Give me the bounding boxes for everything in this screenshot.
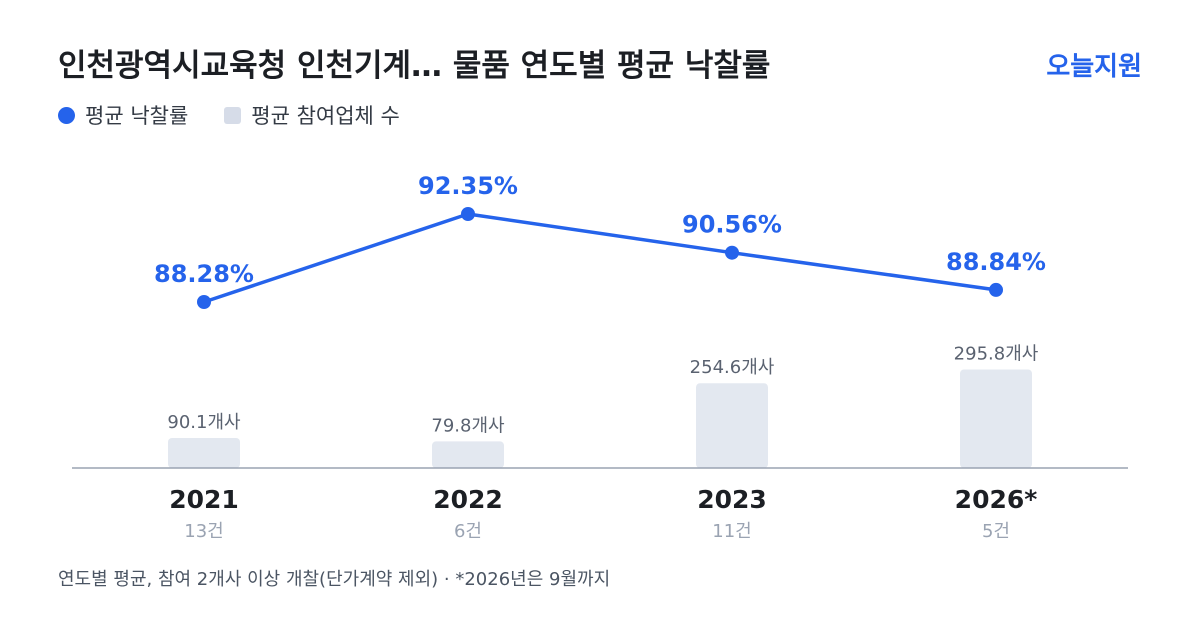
legend-label-rate: 평균 낙찰률	[85, 104, 189, 128]
x-sublabel-2023: 11건	[712, 521, 751, 542]
x-tick-label-2021: 2021	[169, 485, 239, 514]
rate-label-2026*: 88.84%	[946, 248, 1046, 276]
legend-label-participants: 평균 참여업체 수	[251, 104, 400, 128]
x-sublabel-2021: 13건	[184, 521, 223, 542]
bar-label-2026*: 295.8개사	[954, 343, 1039, 364]
rate-label-2023: 90.56%	[682, 211, 782, 239]
chart-title: 인천광역시교육청 인천기계… 물품 연도별 평균 낙찰률	[58, 48, 771, 84]
legend-item-rate: 평균 낙찰률	[58, 100, 188, 130]
rate-label-2022: 92.35%	[418, 172, 518, 200]
x-sublabel-2022: 6건	[454, 521, 482, 542]
bar-2021	[168, 437, 240, 468]
rate-line	[202, 212, 998, 304]
legend-square-icon	[224, 106, 242, 124]
rate-point-2026*	[989, 282, 1003, 297]
legend-item-participants: 평균 참여업체 수	[224, 100, 400, 130]
x-sublabel-2026*: 5건	[982, 521, 1010, 542]
bar-label-2023: 254.6개사	[690, 357, 775, 378]
rate-point-2022	[461, 207, 475, 221]
x-tick-label-2026*: 2026*	[955, 485, 1038, 514]
rate-point-2023	[725, 245, 739, 260]
bar-label-2021: 90.1개사	[167, 412, 241, 433]
bar-label-2022: 79.8개사	[431, 415, 505, 436]
chart-footnote: 연도별 평균, 참여 2개사 이상 개찰(단가계약 제외) · *2026년은 …	[58, 569, 611, 590]
x-tick-label-2022: 2022	[433, 485, 503, 514]
bar-2022	[432, 441, 504, 468]
bar-2023	[696, 383, 768, 468]
chart-legend: 평균 낙찰률 평균 참여업체 수	[58, 100, 400, 130]
brand-logo[interactable]: 오늘지원	[1046, 52, 1142, 82]
legend-dot-icon	[58, 106, 75, 124]
x-tick-label-2023: 2023	[697, 485, 767, 514]
rate-point-2021	[197, 295, 211, 309]
bar-2026*	[960, 369, 1032, 468]
rate-label-2021: 88.28%	[154, 260, 254, 288]
